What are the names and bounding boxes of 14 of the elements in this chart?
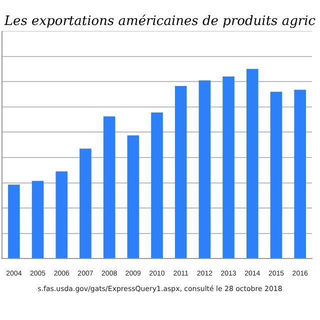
bar [222,76,234,258]
chart-title: Les exportations américaines de produits agric [3,14,317,29]
bar [294,90,306,258]
bar [174,86,187,258]
bar [270,92,282,258]
bar [246,68,258,258]
bar [151,112,163,258]
bar [103,116,116,258]
bar [32,180,44,258]
bar [8,184,20,258]
bar [198,80,211,258]
bar [127,135,140,258]
bar [56,171,68,258]
bar [80,148,92,258]
